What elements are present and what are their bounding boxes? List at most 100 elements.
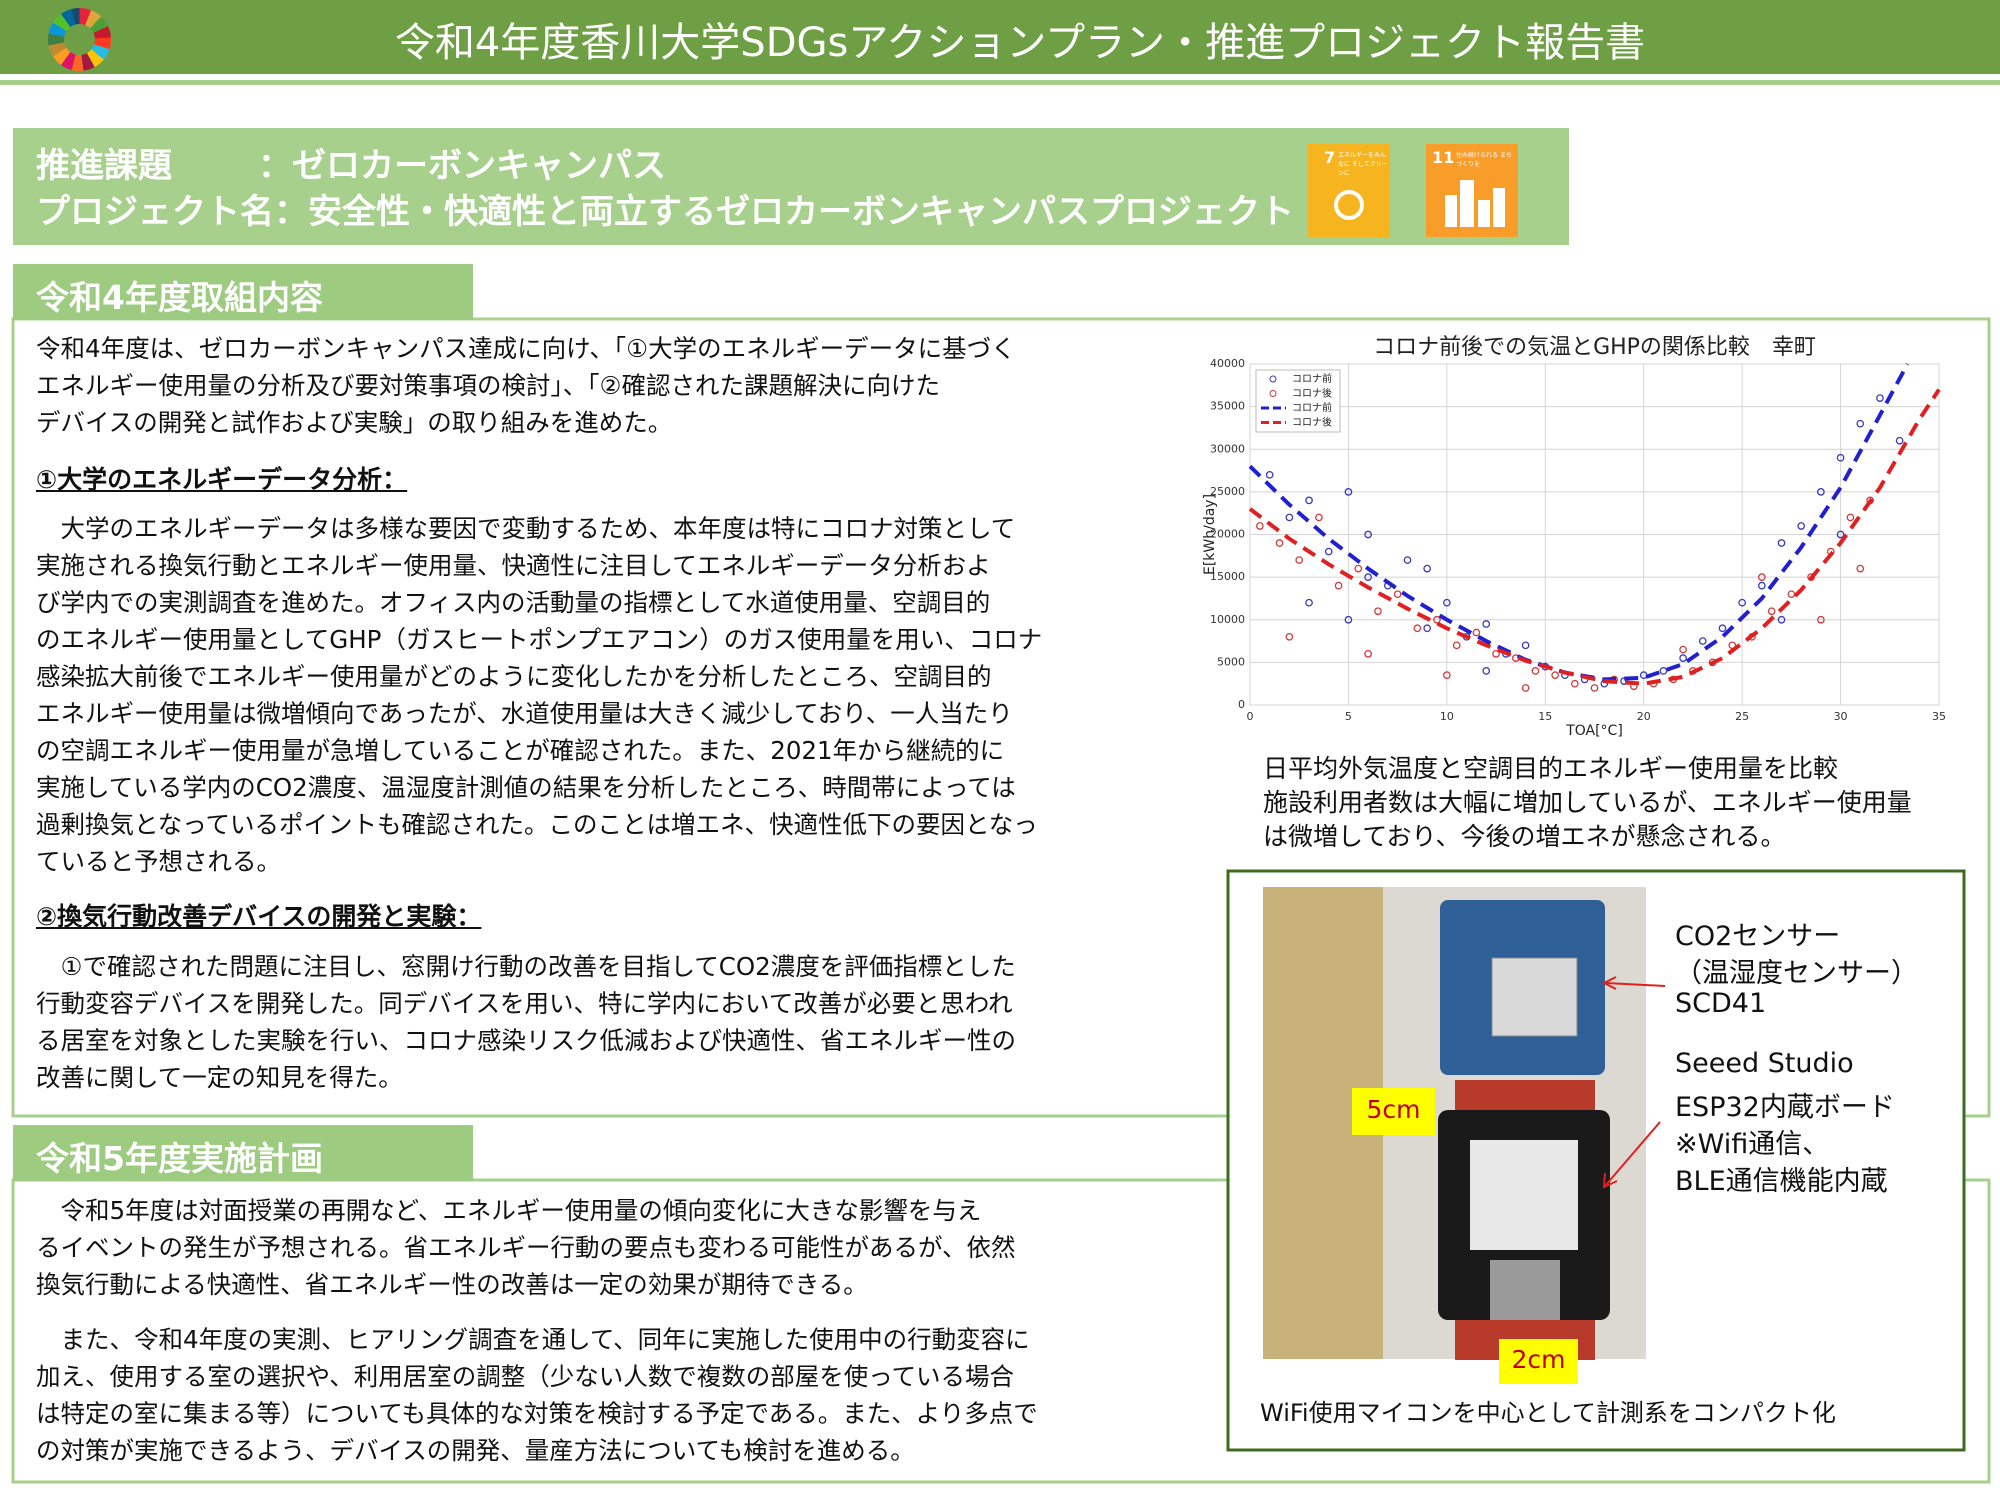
data-point [1856,419,1865,428]
x-tick-label: 25 [1735,710,1749,723]
data-point [1275,539,1284,547]
theme-label: 推進課題 [36,146,172,186]
photo-label: ※Wifi通信、 [1675,1129,1830,1160]
legend-label: コロナ前 [1292,401,1332,414]
data-point [1354,564,1363,573]
data-point [1777,615,1786,624]
data-point [1452,641,1461,650]
chart: コロナ前後での気温とGHPの関係比較 幸町 0 5000 10000 15000 2000… [1202,335,1946,739]
data-point [1364,530,1372,539]
body-line: 感染拡大前後でエネルギー使用量がどのように変化したかを分析したところ、空調目的 [36,662,992,691]
data-point [1531,667,1540,675]
data-point [1265,470,1274,479]
data-point [1482,620,1491,628]
data-point [1895,436,1904,445]
y-tick-label: 15000 [1210,570,1245,583]
data-point [1876,394,1884,402]
legend-swatch [1269,390,1277,397]
data-point [1364,649,1372,658]
data-point [1846,513,1855,522]
dimension-tag [1499,1339,1578,1384]
data-point [1255,522,1264,530]
body-line: 加え、使用する室の選択や、利用居室の調整（少ない人数で複数の部屋を使っている場合 [36,1362,1015,1391]
y-tick-label: 5000 [1217,655,1245,668]
project-name: プロジェクト名：安全性・快適性と両立するゼロカーボンキャンパスプロジェクト [36,192,1294,232]
figure-caption: 施設利用者数は大幅に増加しているが、エネルギー使用量 [1263,788,1912,817]
data-point [1738,598,1746,607]
data-point [1315,513,1323,522]
header-rule [0,80,2000,85]
data-point [1285,632,1294,641]
usb-c-port [1490,1260,1560,1320]
sdg-icon-graphic [1334,190,1364,220]
body-line: エネルギー使用量の分析及び要対策事項の検討」、「②確認された課題解決に向けた [36,371,940,400]
device-photo [1263,887,1646,1360]
body-line: 令和5年度は対面授業の再開など、エネルギー使用量の傾向変化に大きな影響を与え [36,1196,982,1225]
photo-label: CO2センサー [1675,921,1841,952]
data-point [1344,615,1353,624]
data-point [1817,488,1825,496]
width-label: 2cm [1511,1345,1566,1374]
x-tick-label: 20 [1637,710,1651,723]
data-point [1344,488,1353,496]
photo-caption: WiFi使用マイコンを中心として計測系をコンパクト化 [1260,1399,1836,1427]
sdg-icon-graphic [1445,180,1505,227]
sdg-wheel [48,8,111,71]
body-line: 令和4年度は、ゼロカーボンキャンパス達成に向け、「①大学のエネルギーデータに基づ… [36,334,1016,363]
body-line: デバイスの開発と試作および実験」の取り組みを進めた。 [36,408,673,437]
chart-title: コロナ前後での気温とGHPの関係比較 幸町 [1373,335,1816,360]
x-tick-label: 5 [1345,710,1352,723]
subsection-heading: ①大学のエネルギーデータ分析： [36,465,408,494]
body-line: び学内での実測調査を進めた。オフィス内の活動量の指標として水道使用量、空調目的 [36,588,991,617]
data-point [1767,607,1776,616]
data-point [1305,496,1313,505]
body-line: 行動変容デバイスを開発した。同デバイスを用い、特に学内において改善が必要と思われ [36,989,1013,1018]
x-tick-label: 15 [1538,710,1552,723]
data-point [1856,564,1865,573]
y-tick-label: 20000 [1210,528,1245,541]
body-line: ①で確認された問題に注目し、窓開け行動の改善を目指してCO2濃度を評価指標とした [36,952,1016,981]
data-point [1413,624,1422,633]
y-tick-label: 35000 [1210,400,1245,413]
esp32-shield [1470,1140,1578,1250]
data-point [1570,679,1579,688]
x-axis-label: TOA[°C] [1565,723,1623,739]
section-tab [13,1125,473,1181]
data-point [1403,556,1412,564]
data-point [1433,615,1441,624]
body-line: 実施される換気行動とエネルギー使用量、快適性に注目してエネルギーデータ分析およ [36,551,991,580]
data-point [1679,654,1687,662]
x-tick-label: 30 [1834,710,1848,723]
data-point [1777,539,1786,547]
data-point [1718,624,1727,633]
body-line: 改善に関して一定の知見を得た。 [36,1063,403,1092]
page-title: 令和4年度香川大学SDGsアクションプラン・推進プロジェクト報告書 [394,20,1646,66]
data-point [1472,628,1481,637]
data-point [1374,607,1382,616]
body-line: 大学のエネルギーデータは多様な要因で変動するため、本年度は特にコロナ対策として [36,514,1016,543]
data-point [1590,684,1599,692]
data-point [1295,556,1304,564]
body-line: は特定の室に集まる等）についても具体的な対策を検討する予定である。また、より多点… [36,1399,1038,1428]
body-line: また、令和4年度の実測、ヒアリング調査を通して、同年に実施した使用中の行動変容に [36,1325,1030,1354]
body-line: る居室を対象とした実験を行い、コロナ感染リスク低減および快適性、省エネルギー性の [36,1026,1016,1055]
body-line: のエネルギー使用量としてGHP（ガスヒートポンプエアコン）のガス使用量を用い、コ… [36,625,1043,654]
data-point [1659,667,1668,675]
x-tick-label: 0 [1247,710,1254,723]
section-tab [13,264,473,320]
data-point [1679,645,1687,654]
photo-label: BLE通信機能内蔵 [1675,1166,1888,1197]
section-heading: 令和5年度実施計画 [36,1139,323,1178]
data-point [1492,649,1500,658]
data-point [1364,573,1372,581]
data-point [1521,684,1530,692]
legend-label: コロナ後 [1292,387,1332,400]
x-tick-label: 35 [1932,710,1946,723]
data-point [1698,637,1707,645]
header-bar [0,0,2000,74]
subsection-heading: ②換気行動改善デバイスの開発と実験： [36,902,482,931]
y-axis-label: E[kWh/day] [1202,494,1218,575]
sdg-number: 7 [1324,148,1336,167]
